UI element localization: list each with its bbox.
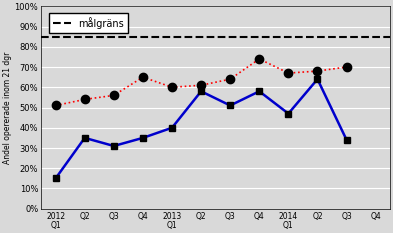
- Y-axis label: Andel opererade inom 21 dgr: Andel opererade inom 21 dgr: [3, 51, 12, 164]
- Legend: målgräns: målgräns: [50, 13, 128, 33]
